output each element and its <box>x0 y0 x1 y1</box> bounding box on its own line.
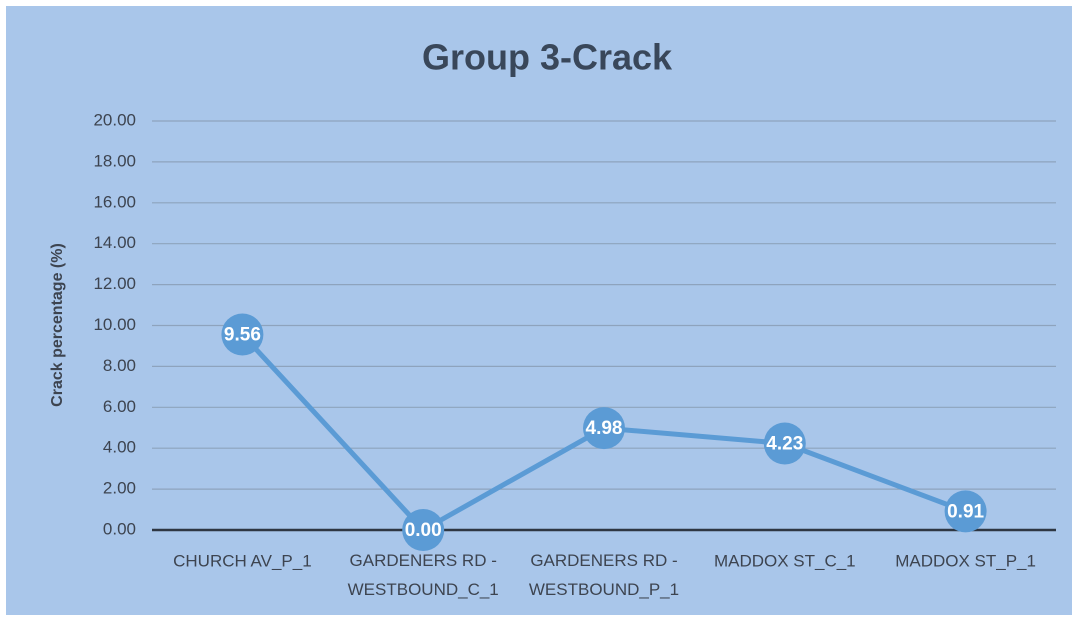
data-label: 4.23 <box>766 434 803 455</box>
data-marker <box>763 422 806 465</box>
chart-background <box>6 6 1072 615</box>
data-label: 0.00 <box>405 520 442 541</box>
y-tick-label: 12.00 <box>93 274 136 293</box>
data-marker <box>221 313 264 356</box>
data-marker <box>583 407 625 450</box>
x-tick-label: GARDENERS RD -WESTBOUND_C_1 <box>348 551 499 599</box>
x-tick-label: GARDENERS RD -WESTBOUND_P_1 <box>529 551 679 599</box>
y-tick-label: 8.00 <box>103 356 136 375</box>
y-tick-label: 10.00 <box>93 315 136 334</box>
y-tick-label: 20.00 <box>93 110 136 129</box>
y-tick-label: 16.00 <box>93 192 136 211</box>
y-tick-label: 14.00 <box>93 233 136 252</box>
data-label: 9.56 <box>224 325 261 346</box>
y-tick-label: 4.00 <box>103 438 136 457</box>
y-tick-label: 18.00 <box>93 151 136 170</box>
y-tick-label: 2.00 <box>103 479 136 498</box>
y-axis-label: Crack percentage (%) <box>49 243 66 407</box>
x-tick-label: CHURCH AV_P_1 <box>173 551 312 570</box>
data-marker <box>944 490 987 533</box>
data-marker <box>402 509 445 551</box>
data-label: 0.91 <box>947 501 984 522</box>
y-tick-label: 0.00 <box>103 519 136 538</box>
x-tick-label: MADDOX ST_P_1 <box>895 551 1036 570</box>
data-label: 4.98 <box>586 418 623 439</box>
y-tick-label: 6.00 <box>103 397 136 416</box>
x-tick-label: MADDOX ST_C_1 <box>714 551 856 570</box>
chart-title: Group 3-Crack <box>422 37 673 78</box>
